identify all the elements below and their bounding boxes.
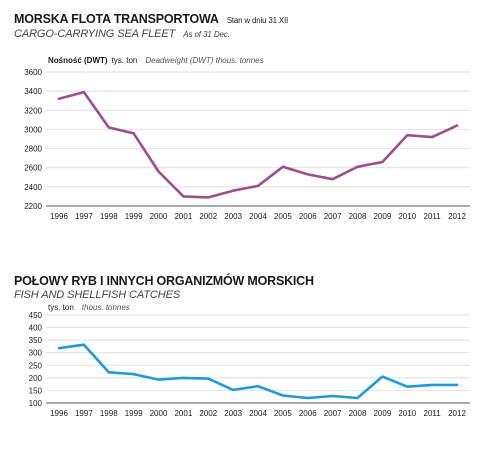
catches-x-tick-2003: 2003: [224, 409, 242, 418]
fleet-chart-title: MORSKA FLOTA TRANSPORTOWA Stan w dniu 31 …: [14, 12, 289, 26]
fleet-y-tick-2400: 2400: [24, 183, 42, 192]
catches-x-tick-2005: 2005: [274, 409, 292, 418]
catches-x-tick-1997: 1997: [75, 409, 93, 418]
fleet-x-tick-2009: 2009: [373, 212, 391, 221]
fleet-x-tick-2002: 2002: [199, 212, 217, 221]
fleet-y-tick-2600: 2600: [24, 164, 42, 173]
catches-x-tick-2002: 2002: [199, 409, 217, 418]
fleet-x-tick-2004: 2004: [249, 212, 267, 221]
fleet-x-tick-1996: 1996: [50, 212, 68, 221]
fleet-x-tick-2012: 2012: [448, 212, 466, 221]
catches-y-tick-200: 200: [29, 374, 43, 383]
fleet-x-tick-2005: 2005: [274, 212, 292, 221]
catches-x-tick-2001: 2001: [174, 409, 192, 418]
fleet-chart-subtitle-note: As of 31 Dec.: [183, 30, 230, 39]
catches-x-tick-2004: 2004: [249, 409, 267, 418]
catches-y-tick-450: 450: [29, 311, 43, 320]
catches-y-tick-350: 350: [29, 336, 43, 345]
fleet-y-tick-3400: 3400: [24, 87, 42, 96]
fleet-x-tick-2003: 2003: [224, 212, 242, 221]
fleet-chart-plot: 2200 2400 2600 2800 3000 3200 3400 3600 1996 1997…: [24, 68, 470, 221]
catches-x-tick-1998: 1998: [100, 409, 118, 418]
catches-chart-y-label: tys. ton thous. tonnes: [48, 303, 130, 312]
catches-y-tick-150: 150: [29, 386, 43, 395]
catches-series-line: [57, 343, 459, 400]
catches-x-tick-1999: 1999: [125, 409, 143, 418]
fleet-x-tick-1997: 1997: [75, 212, 93, 221]
fleet-y-tick-2800: 2800: [24, 145, 42, 154]
fleet-x-tick-2007: 2007: [324, 212, 342, 221]
catches-x-tick-2012: 2012: [448, 409, 466, 418]
fleet-ylabel-pl: Nośność (DWT): [48, 56, 108, 65]
fleet-x-tick-2006: 2006: [299, 212, 317, 221]
fleet-x-tick-2008: 2008: [349, 212, 367, 221]
fleet-chart-title-note: Stan w dniu 31 XII: [226, 16, 289, 25]
catches-x-tick-2010: 2010: [398, 409, 416, 418]
fleet-ylabel-en: Deadweight (DWT) thous. tonnes: [145, 56, 264, 65]
fleet-series-line: [57, 90, 459, 199]
catches-x-tick-2000: 2000: [150, 409, 168, 418]
catches-y-tick-100: 100: [29, 399, 43, 408]
fleet-x-tick-2000: 2000: [150, 212, 168, 221]
catches-x-tick-2011: 2011: [424, 409, 442, 418]
fleet-chart-subtitle: CARGO-CARRYING SEA FLEET As of 31 Dec.: [14, 28, 230, 40]
catches-x-tick-2008: 2008: [349, 409, 367, 418]
fleet-y-tick-3200: 3200: [24, 106, 42, 115]
fleet-x-tick-1999: 1999: [125, 212, 143, 221]
catches-chart-subtitle: FISH AND SHELLFISH CATCHES: [14, 289, 181, 301]
fleet-x-tick-2011: 2011: [424, 212, 442, 221]
fleet-chart-y-label: Nośność (DWT) tys. ton Deadweight (DWT) th…: [48, 56, 264, 65]
catches-chart: POŁOWY RYB I INNYCH ORGANIZMÓW MORSKICH …: [0, 262, 503, 452]
fleet-ylabel-pl-unit: tys. ton: [111, 56, 138, 65]
catches-chart-title: POŁOWY RYB I INNYCH ORGANIZMÓW MORSKICH: [14, 274, 314, 288]
catches-y-tick-250: 250: [29, 361, 43, 370]
fleet-y-tick-3000: 3000: [24, 125, 42, 134]
fleet-x-tick-1998: 1998: [100, 212, 118, 221]
fleet-y-tick-2200: 2200: [24, 202, 42, 211]
fleet-y-tick-3600: 3600: [24, 68, 42, 77]
fleet-x-tick-2010: 2010: [398, 212, 416, 221]
catches-x-tick-2009: 2009: [373, 409, 391, 418]
catches-x-tick-2007: 2007: [324, 409, 342, 418]
catches-ylabel-en: thous. tonnes: [81, 303, 130, 312]
catches-y-tick-400: 400: [29, 324, 43, 333]
catches-ylabel-pl-unit: tys. ton: [48, 303, 74, 312]
catches-y-tick-300: 300: [29, 349, 43, 358]
fleet-x-tick-2001: 2001: [174, 212, 192, 221]
catches-x-tick-2006: 2006: [299, 409, 317, 418]
catches-chart-plot: 100 150 200 250 300 350 400 450 1996 1997 1998 1999…: [29, 311, 470, 418]
catches-x-tick-1996: 1996: [50, 409, 68, 418]
fleet-chart: MORSKA FLOTA TRANSPORTOWA Stan w dniu 31 …: [14, 12, 470, 221]
